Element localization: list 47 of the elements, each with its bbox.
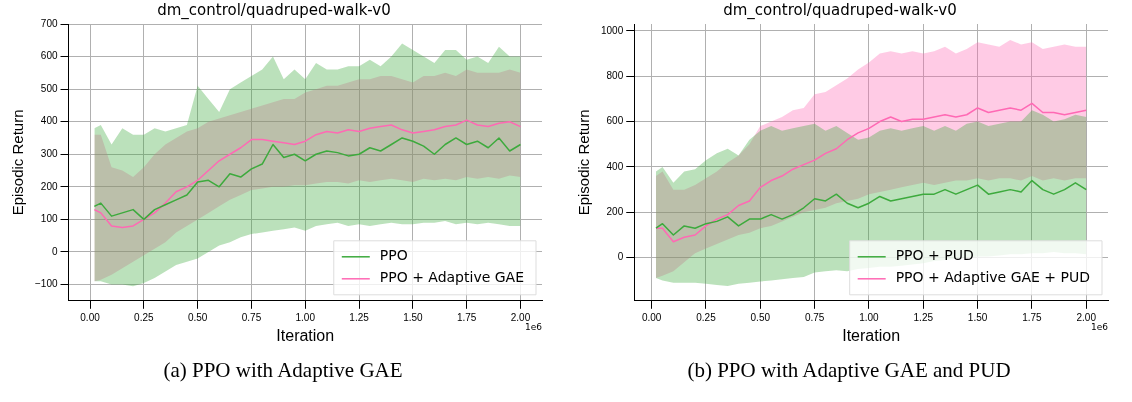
y-tick-label: 400 [606,160,624,172]
y-tick-label: 700 [40,17,58,29]
x-tick-label: 0.75 [241,311,262,323]
y-tick-label: 600 [40,50,58,62]
x-tick-label: 2.00 [1076,311,1097,323]
y-tick-label: 600 [606,115,624,127]
x-tick-label: 0.75 [804,311,825,323]
x-axis-title: Iteration [842,326,901,344]
y-tick-label: 200 [606,206,624,218]
x-tick-label: 0.50 [750,311,771,323]
x-tick-label: 2.00 [510,311,531,323]
chart-title: dm_control/quadruped-walk-v0 [723,0,957,20]
chart-title: dm_control/quadruped-walk-v0 [157,0,391,20]
legend-label: PPO + Adaptive GAE + PUD [895,269,1091,286]
y-tick-label: −100 [34,278,58,290]
y-tick-label: 1000 [601,24,624,36]
x-tick-label: 0.50 [187,311,208,323]
x-tick-label: 1.75 [1022,311,1043,323]
legend-label: PPO + Adaptive GAE [379,269,524,286]
x-tick-label: 1.75 [456,311,477,323]
x-tick-label: 1.00 [859,311,880,323]
text: (b) PPO with Adaptive GAE and PUD [686,358,1012,383]
x-tick-label: 1.00 [295,311,316,323]
text: 1e6 [1091,321,1109,332]
y-tick-label: 300 [40,148,58,160]
x-tick-label: 0.00 [641,311,662,323]
text: (a) PPO with Adaptive GAE [162,358,404,383]
y-tick-label: 500 [40,82,58,94]
y-tick-label: 400 [40,115,58,127]
y-axis-title: Episodic Return [575,109,593,216]
y-tick-label: 200 [40,180,58,192]
y-tick-label: 0 [617,251,624,263]
y-tick-label: 100 [40,213,58,225]
y-axis-title: Episodic Return [9,109,27,216]
x-tick-label: 0.25 [696,311,717,323]
x-tick-label: 1.25 [913,311,934,323]
legend-label: PPO + PUD [895,247,974,264]
x-axis-title: Iteration [276,326,335,344]
x-tick-label: 0.25 [134,311,155,323]
x-tick-label: 0.00 [80,311,101,323]
x-tick-label: 1.25 [349,311,370,323]
text: 1e6 [525,321,543,332]
y-tick-label: 800 [606,69,624,81]
y-tick-label: 0 [51,245,58,257]
x-tick-label: 1.50 [403,311,424,323]
x-tick-label: 1.50 [967,311,988,323]
legend-label: PPO [379,247,408,264]
